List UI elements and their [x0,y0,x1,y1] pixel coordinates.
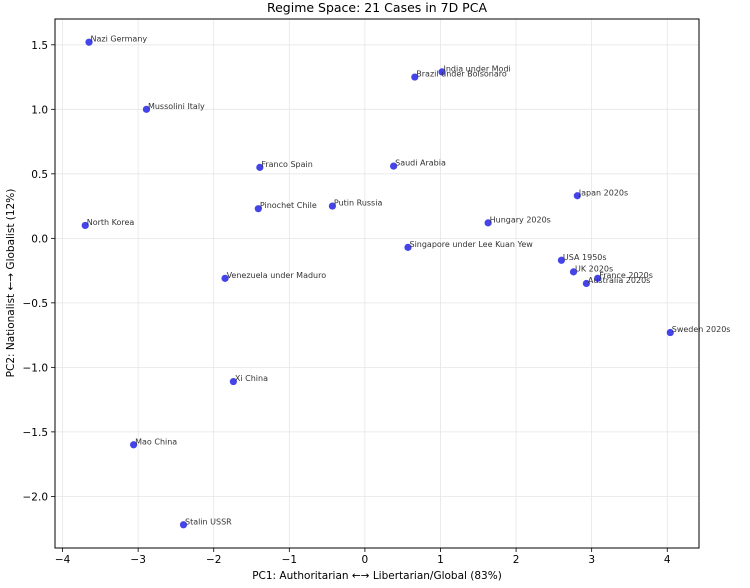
y-tick-label: −1.0 [23,362,49,374]
x-tick-label: 1 [437,554,444,566]
data-point-label: India under Modi [444,64,511,73]
data-point-label: USA 1950s [563,253,607,262]
x-tick-label: −2 [206,554,221,566]
data-point[interactable] [85,38,93,46]
data-point[interactable] [411,73,419,81]
x-tick-label: 0 [362,554,369,566]
y-tick-label: 1.5 [31,40,48,52]
data-point-label: Mao China [135,437,177,446]
data-point[interactable] [328,202,337,210]
data-point-label: Mussolini Italy [148,102,205,111]
data-point-label: UK 2020s [575,264,613,273]
data-point-label: Xi China [235,374,268,383]
x-axis-title: PC1: Authoritarian ←→ Libertarian/Global… [252,570,502,582]
data-point[interactable] [569,268,578,276]
x-tick-label: −1 [282,554,297,566]
data-point[interactable] [438,68,446,76]
data-point-label: Brazil under Bolsonaro [416,70,507,79]
data-point[interactable] [229,377,237,386]
data-point-label: Australia 2020s [588,276,650,285]
y-tick-label: −1.5 [23,427,49,439]
y-tick-label: 0.5 [31,169,48,181]
data-point-label: Franco Spain [261,160,312,169]
data-point[interactable] [254,205,262,213]
data-point-label: North Korea [87,218,135,227]
data-point[interactable] [582,279,590,288]
data-point-label: France 2020s [599,271,653,280]
data-point[interactable] [256,163,264,171]
x-tick-label: −4 [55,554,71,566]
chart-title: Regime Space: 21 Cases in 7D PCA [267,0,487,15]
data-point-label: Saudi Arabia [395,159,446,168]
x-tick-label: 2 [513,554,520,566]
data-point-label: Nazi Germany [91,35,148,44]
data-point-label: Japan 2020s [578,188,628,197]
y-axis-title: PC2: Nationalist ←→ Globalist (12%) [5,189,17,378]
data-point[interactable] [557,256,566,264]
data-point-label: Pinochet Chile [260,201,317,210]
data-point[interactable] [81,221,89,230]
y-tick-label: 1.0 [31,104,48,116]
axis-ticks: −4 −3 −2 −1 0 1 2 3 4 −2.0 −1.5 −1.0 −0.5 0.0 0.5 1.0 1.… [23,40,671,566]
data-point[interactable] [666,328,674,337]
data-point-label: Sweden 2020s [672,325,731,334]
y-tick-label: −2.0 [23,491,49,503]
grid [55,19,699,548]
data-point[interactable] [142,105,151,113]
data-point-label: Singapore under Lee Kuan Yew [409,240,533,249]
data-points [81,38,674,529]
data-point-label: Venezuela under Maduro [227,271,327,280]
data-point[interactable] [594,274,602,282]
data-point-label: Stalin USSR [185,517,232,526]
data-point[interactable] [404,243,412,251]
y-tick-label: 0.0 [31,233,48,245]
data-point[interactable] [573,192,581,200]
data-point[interactable] [484,219,492,227]
data-point[interactable] [390,162,398,170]
x-tick-label: −3 [130,554,145,566]
data-point[interactable] [179,521,188,529]
y-tick-label: −0.5 [23,298,49,310]
data-point-label: Putin Russia [334,199,383,208]
data-point[interactable] [221,274,229,282]
x-tick-label: 4 [664,554,671,566]
data-point-label: Hungary 2020s [490,215,551,224]
data-point[interactable] [130,441,138,449]
plot-area-frame [54,18,700,549]
x-tick-label: 3 [588,554,595,566]
point-labels: Nazi Germany Mussolini Italy North Korea Fr… [87,35,731,527]
